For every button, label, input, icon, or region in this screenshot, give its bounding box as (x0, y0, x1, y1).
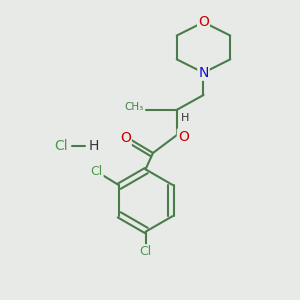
Text: H: H (89, 139, 99, 152)
Text: Cl: Cl (90, 165, 103, 178)
Text: Cl: Cl (140, 245, 152, 258)
Text: O: O (178, 130, 189, 144)
Text: H: H (181, 113, 189, 123)
Text: O: O (198, 15, 209, 29)
Text: CH₃: CH₃ (125, 103, 144, 112)
Text: N: N (198, 66, 209, 80)
Text: O: O (120, 131, 131, 145)
Text: Cl: Cl (54, 139, 68, 152)
